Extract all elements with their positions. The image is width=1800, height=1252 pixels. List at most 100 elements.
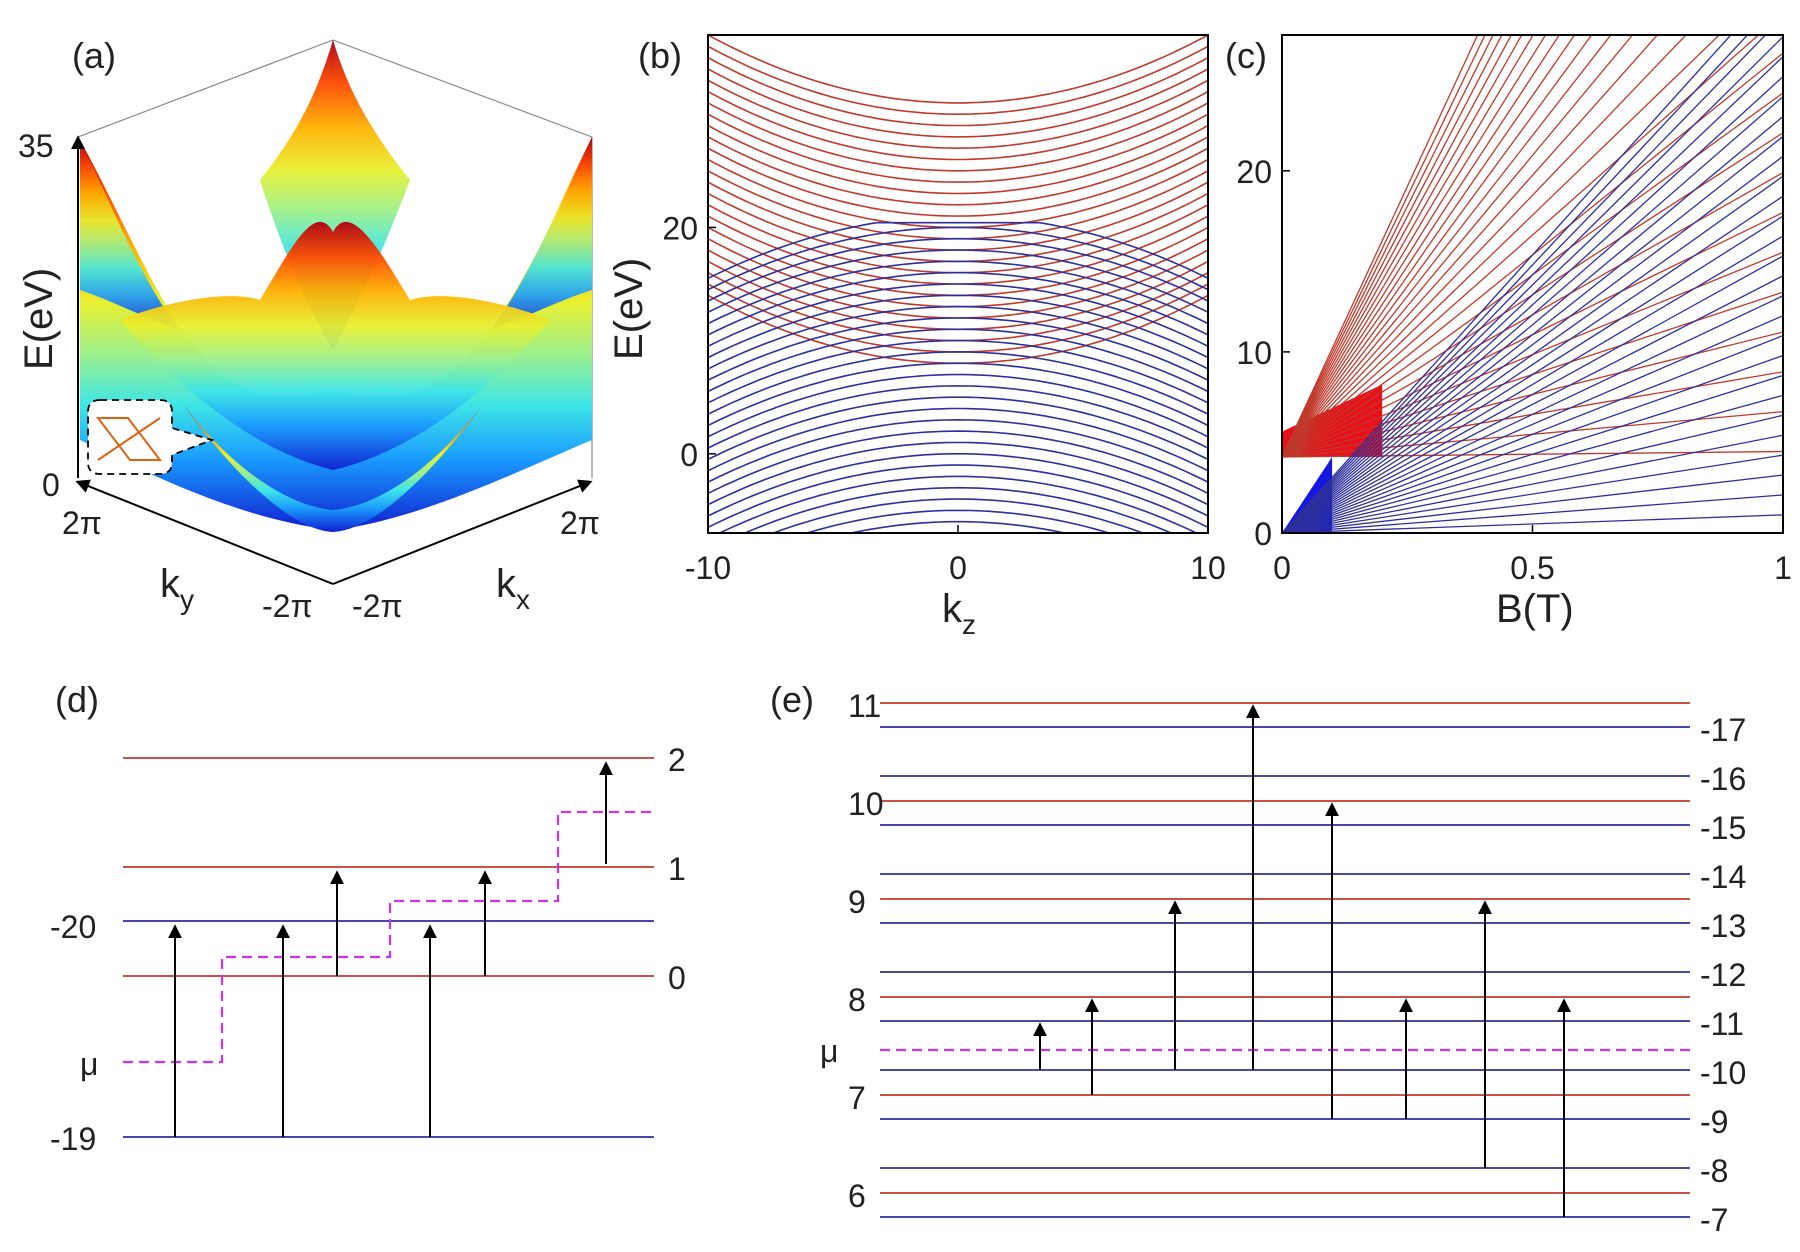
e-right-label-9: -8 xyxy=(1700,1153,1728,1189)
c-blue-fan-line-16 xyxy=(1282,195,1783,533)
d-right-label-3: 0 xyxy=(668,960,686,996)
c-blue-fan-line-13 xyxy=(1282,255,1783,533)
kx-label-sub: x xyxy=(516,584,530,615)
panel-d-levels xyxy=(123,757,654,1138)
b-ytick-label: 20 xyxy=(662,210,698,246)
e-left-label-5: 6 xyxy=(848,1178,866,1214)
inner-surface xyxy=(120,221,550,470)
b-xtick-label: -10 xyxy=(685,550,731,586)
b-red-curve-17 xyxy=(708,102,1208,172)
b-red-curve-18 xyxy=(708,90,1208,161)
c-red-fan-line-24 xyxy=(1282,35,1503,458)
panel-d-transitions xyxy=(168,761,613,1137)
b-blue-curve-7 xyxy=(847,520,1069,533)
b-blue-curve-4 xyxy=(742,486,1174,533)
c-red-fan-line-19 xyxy=(1282,35,1561,458)
b-blue-upper-curve-7 xyxy=(708,362,1208,427)
z-tick-35: 35 xyxy=(18,128,54,164)
b-blue-upper-curve-1 xyxy=(708,430,1208,495)
c-blue-fan-line-20 xyxy=(1282,115,1783,533)
b-red-curve-20 xyxy=(708,68,1208,138)
c-red-fan-line-21 xyxy=(1282,35,1534,458)
b-blue-upper-curve-9 xyxy=(708,339,1208,404)
ky-axis xyxy=(75,479,334,585)
panel-a-label: (a) xyxy=(72,35,116,76)
outer-surface xyxy=(80,137,592,530)
b-blue-curve-1 xyxy=(708,452,1208,517)
b-blue-curve-6 xyxy=(804,509,1112,533)
c-blue-fan-line-19 xyxy=(1282,135,1783,533)
svg-text:ky: ky xyxy=(160,562,194,615)
b-blue-upper-curve-4 xyxy=(708,396,1208,461)
c-red-fan-line-11 xyxy=(1282,35,1760,458)
panel-e: (e) μ 11 10 9 8 7 6 -17 -16 -15 -14 -13 -12 -11 -10 -9… xyxy=(770,679,1746,1238)
panel-d-label: (d) xyxy=(55,679,99,720)
panel-c-label: (c) xyxy=(1225,35,1267,76)
svg-text:kz: kz xyxy=(942,587,976,640)
left-wing xyxy=(80,140,180,330)
b-blue-upper-curve-2 xyxy=(708,418,1208,483)
b-blue-curve-3 xyxy=(717,475,1199,533)
e-right-label-10: -7 xyxy=(1700,1202,1728,1238)
c-blue-fan-line-5 xyxy=(1282,414,1783,533)
d-left-label-2: μ xyxy=(80,1046,98,1082)
c-red-fan-line-26 xyxy=(1282,35,1486,458)
b-red-curve-19 xyxy=(708,79,1208,150)
c-xtick-label: 0 xyxy=(1273,550,1291,586)
c-blue-fan-line-7 xyxy=(1282,374,1783,533)
c-blue-fan-line-18 xyxy=(1282,155,1783,533)
b-blue-upper-curve-12 xyxy=(708,305,1208,370)
c-blue-fan-line-27 xyxy=(1282,35,1732,533)
c-ytick-label: 10 xyxy=(1236,335,1272,371)
e-right-label-4: -13 xyxy=(1700,908,1746,944)
panel-a: (a) 35 0 E(eV) 2π -2π -2π 2π ky kx xyxy=(17,35,600,624)
c-blue-fan-line-11 xyxy=(1282,295,1783,533)
e-left-label-1: 10 xyxy=(848,786,884,822)
c-red-fan-line-20 xyxy=(1282,35,1547,458)
c-blue-fan-line-21 xyxy=(1282,96,1783,533)
d-right-label-1: 2 xyxy=(668,742,686,778)
kx-tick-pos: 2π xyxy=(560,505,600,541)
panel-d: (d) -20 μ -19 2 1 0 xyxy=(50,679,686,1157)
e-right-label-2: -15 xyxy=(1700,810,1746,846)
b-blue-upper-curve-15 xyxy=(708,271,1208,336)
b-red-curve-13 xyxy=(708,147,1208,217)
ky-label-sub: y xyxy=(180,584,194,615)
c-red-fan-line-18 xyxy=(1282,35,1576,458)
b-blue-upper-curve-5 xyxy=(708,385,1208,449)
d-left-label-3: -19 xyxy=(50,1121,96,1157)
panel-b-curves xyxy=(708,35,1208,686)
c-blue-fan-line-0 xyxy=(1282,514,1783,533)
e-left-label-2: 9 xyxy=(848,884,866,920)
c-blue-fan-line-12 xyxy=(1282,275,1783,533)
c-blue-fan-line-6 xyxy=(1282,394,1783,533)
panel-e-transitions xyxy=(1033,704,1571,1217)
c-blue-fan-line-4 xyxy=(1282,434,1783,533)
b-red-curve-16 xyxy=(708,113,1208,183)
b-blue-curve-2 xyxy=(708,464,1208,529)
panel-b-ylabel: E(eV) xyxy=(607,258,651,360)
svg-text:kx: kx xyxy=(496,562,530,615)
c-red-fan-line-15 xyxy=(1282,35,1634,458)
d-left-label-1: -20 xyxy=(50,909,96,945)
c-blue-fan-line-24 xyxy=(1282,36,1783,533)
b-ytick-label: 0 xyxy=(680,437,698,473)
c-blue-fan-line-1 xyxy=(1282,494,1783,533)
b-red-curve-22 xyxy=(708,45,1208,115)
c-blue-fan-line-25 xyxy=(1282,35,1767,533)
b-blue-curve-16 xyxy=(708,624,1208,686)
b-blue-upper-curve-8 xyxy=(708,351,1208,415)
kx-label: k xyxy=(496,562,517,606)
c-blue-fan-line-9 xyxy=(1282,335,1783,533)
b-blue-upper-curve-20 xyxy=(708,221,1208,280)
e-left-label-4: 7 xyxy=(848,1080,866,1116)
e-left-label-0: 11 xyxy=(848,688,881,724)
panel-b-ticks: -10 0 10 0 20 xyxy=(662,210,1225,586)
b-blue-upper-curve-3 xyxy=(708,407,1208,472)
e-right-label-6: -11 xyxy=(1700,1006,1744,1042)
b-blue-upper-curve-17 xyxy=(708,249,1208,314)
c-ytick-label: 20 xyxy=(1236,154,1272,190)
e-right-label-1: -16 xyxy=(1700,761,1746,797)
b-blue-upper-curve-16 xyxy=(708,260,1208,325)
